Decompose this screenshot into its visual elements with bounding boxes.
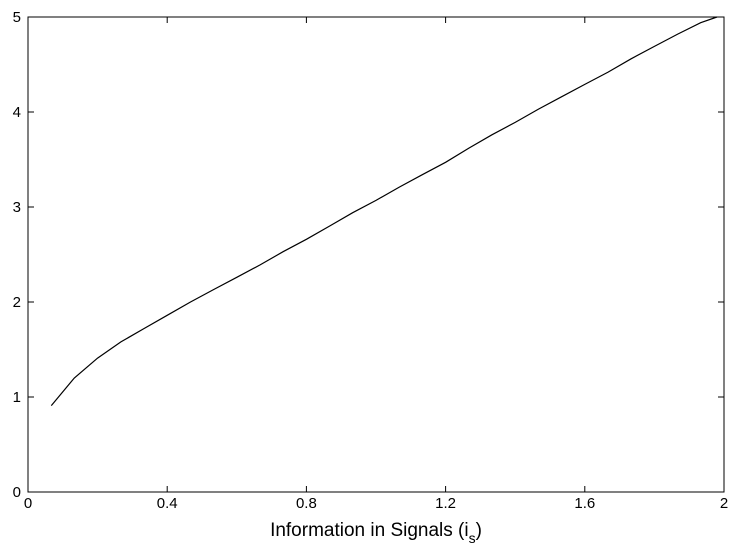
y-tick-label: 5 xyxy=(13,9,21,26)
x-axis-title-main: Information in Signals (i xyxy=(270,520,469,541)
x-tick-label: 0 xyxy=(24,495,32,512)
x-tick-label: 2 xyxy=(720,495,728,512)
x-tick-label: 1.6 xyxy=(574,495,595,512)
x-axis-title: Information in Signals (is) xyxy=(270,520,482,544)
y-tick-label: 3 xyxy=(13,199,21,216)
plot-area xyxy=(27,16,725,493)
x-axis-title-suffix: ) xyxy=(476,520,482,541)
x-tick-label: 0.4 xyxy=(157,495,178,512)
x-tick-label: 0.8 xyxy=(296,495,317,512)
y-tick-label: 4 xyxy=(13,104,21,121)
y-tick-label: 2 xyxy=(13,294,21,311)
y-tick-labels: 0 1 2 3 4 5 xyxy=(13,9,21,501)
x-tick-label: 1.2 xyxy=(435,495,456,512)
y-tick-label: 1 xyxy=(13,389,21,406)
y-tick-label: 0 xyxy=(13,484,21,501)
x-axis-title-subscript: s xyxy=(469,530,476,544)
series-line xyxy=(50,16,718,406)
tick-marks xyxy=(27,16,725,493)
x-tick-labels: 0 0.4 0.8 1.2 1.6 2 xyxy=(24,495,728,512)
